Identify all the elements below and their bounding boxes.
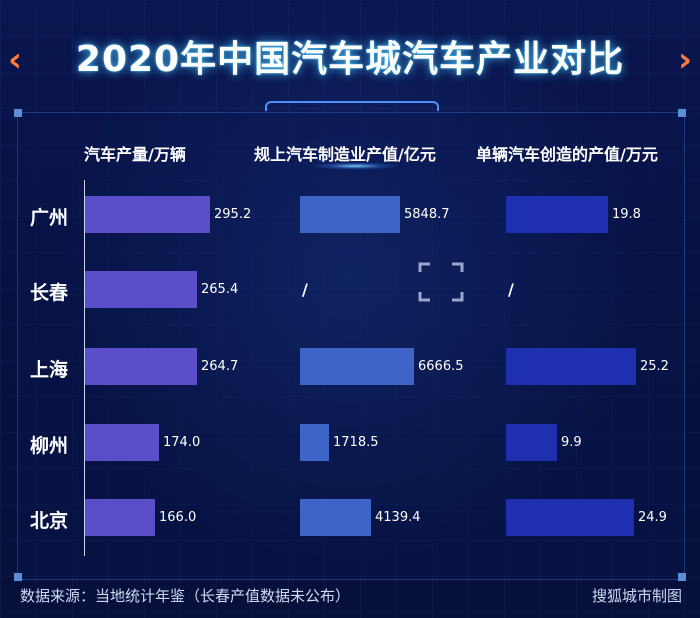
credit-note: 搜狐城市制图 (591, 587, 682, 605)
category-label: 长春 (30, 282, 69, 304)
data-label: 264.7 (201, 359, 239, 374)
data-label: 5848.7 (404, 207, 450, 222)
bar (506, 424, 557, 461)
data-source-note: 数据来源：当地统计年鉴（长春产值数据未公布） (20, 587, 351, 605)
bar (85, 271, 197, 308)
category-label: 柳州 (30, 435, 69, 457)
panel-corner (678, 109, 686, 117)
category-label: 上海 (30, 359, 69, 381)
category-label: 广州 (30, 207, 69, 229)
bar (506, 348, 636, 385)
panel-corner (678, 573, 686, 581)
data-label: 25.2 (640, 359, 669, 374)
panel-corner (14, 573, 22, 581)
panel-top-bracket (265, 101, 439, 111)
chevron-left-icon: ‹ (8, 40, 23, 80)
data-label: 265.4 (201, 282, 239, 297)
bar (85, 348, 197, 385)
chart-title: 2020年中国汽车城汽车产业对比 (75, 39, 625, 80)
panel-corner (14, 109, 22, 117)
data-label: 1718.5 (333, 435, 379, 450)
category-axis-line (84, 180, 85, 556)
data-label: 6666.5 (418, 359, 464, 374)
bar (85, 196, 210, 233)
column-header-output-value: 规上汽车制造业产值/亿元 (254, 145, 436, 164)
bar (85, 499, 155, 536)
data-label: 4139.4 (375, 510, 421, 525)
data-label: 166.0 (159, 510, 197, 525)
header-glow (310, 162, 400, 170)
column-header-value-per-vehicle: 单辆汽车创造的产值/万元 (476, 145, 658, 164)
bar (300, 196, 400, 233)
missing-value-marker: / (302, 280, 308, 299)
data-label: 24.9 (638, 510, 667, 525)
chevron-right-icon: › (677, 40, 692, 80)
bar (85, 424, 159, 461)
bar (300, 499, 371, 536)
crosshair-icon (418, 262, 464, 302)
missing-value-marker: / (508, 280, 514, 299)
bar (300, 424, 329, 461)
data-label: 295.2 (214, 207, 252, 222)
category-label: 北京 (30, 510, 69, 532)
data-label: 19.8 (612, 207, 641, 222)
data-label: 9.9 (561, 435, 582, 450)
bar (506, 499, 634, 536)
column-header-production: 汽车产量/万辆 (84, 145, 186, 164)
data-label: 174.0 (163, 435, 201, 450)
bar (506, 196, 608, 233)
bar (300, 348, 414, 385)
